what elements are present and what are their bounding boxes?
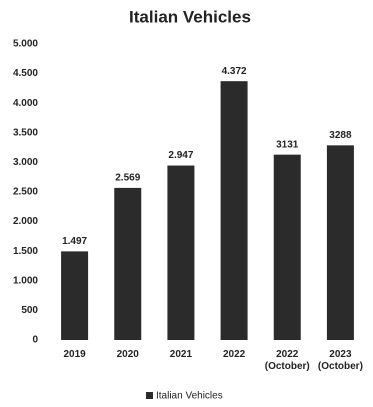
chart-title: Italian Vehicles (129, 7, 251, 26)
x-tick-label: 2020 (116, 349, 139, 360)
legend-label: Italian Vehicles (156, 391, 223, 402)
y-tick-label: 3.500 (13, 127, 38, 138)
x-tick-label: 2022 (222, 349, 246, 360)
data-label: 4.372 (222, 66, 247, 77)
data-label: 3288 (329, 130, 352, 141)
y-tick-label: 5.000 (13, 39, 38, 50)
y-tick-label: 1.500 (13, 246, 38, 257)
bar (326, 145, 354, 340)
x-tick-label: 2023 (October) (317, 349, 363, 372)
bar (167, 165, 195, 340)
bar (61, 251, 89, 340)
y-tick-label: 4.500 (13, 68, 38, 79)
data-label: 2.569 (115, 173, 140, 184)
data-label: 2.947 (168, 150, 193, 161)
bar (114, 187, 142, 340)
y-tick-label: 3.000 (13, 157, 38, 168)
y-tick-label: 0 (32, 335, 38, 346)
y-tick-label: 2.500 (13, 187, 38, 198)
data-label: 3131 (276, 139, 299, 150)
y-tick-label: 500 (21, 305, 38, 316)
y-tick-label: 1.000 (13, 275, 38, 286)
data-label: 1.497 (62, 236, 87, 247)
x-tick-label: 2022 (October) (264, 349, 310, 372)
y-tick-label: 4.000 (13, 98, 38, 109)
legend-swatch (146, 392, 153, 399)
bar (220, 81, 248, 340)
y-tick-label: 2.000 (13, 216, 38, 227)
bar (273, 154, 301, 340)
x-tick-label: 2021 (169, 349, 193, 360)
x-tick-label: 2019 (63, 349, 86, 360)
